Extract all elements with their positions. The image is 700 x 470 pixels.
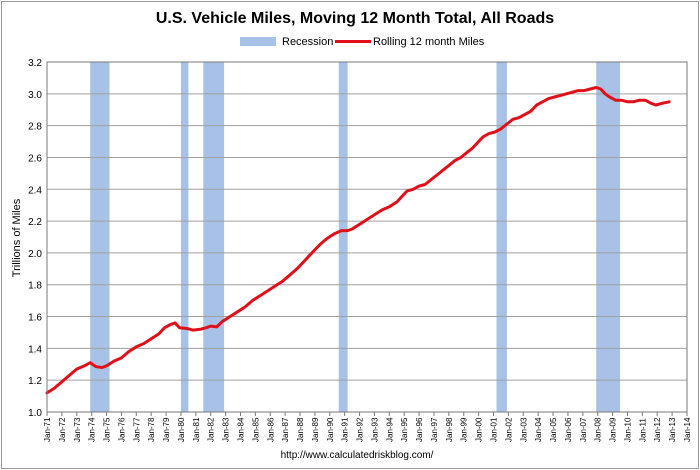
x-tick-label: Jan-07 [579, 417, 588, 442]
x-tick-label: Jan-77 [132, 417, 141, 442]
x-tick-label: Jan-10 [623, 417, 632, 442]
legend: Recession Rolling 12 month Miles [240, 36, 485, 48]
series-layer [45, 86, 671, 395]
x-tick-labels: Jan-71 Jan-72 Jan-73 Jan-74 Jan-75 Jan-76 Jan-… [43, 417, 692, 442]
x-tick-label: Jan-82 [207, 417, 216, 442]
x-tick-label: Jan-12 [653, 417, 662, 442]
y-axis-label: Trillions of Miles [11, 198, 23, 277]
y-tick-label: 2.8 [28, 122, 42, 133]
y-tick-label: 3.0 [28, 90, 42, 101]
y-tick-label: 2.2 [28, 217, 42, 228]
x-tick-label: Jan-84 [236, 417, 245, 442]
y-tick-label: 1.2 [28, 376, 42, 387]
x-tick-label: Jan-80 [177, 417, 186, 442]
x-tick-label: Jan-95 [400, 417, 409, 442]
x-tick-label: Jan-96 [415, 417, 424, 442]
x-tick-label: Jan-97 [430, 417, 439, 442]
x-tick-label: Jan-86 [266, 417, 275, 442]
x-tick-label: Jan-05 [549, 417, 558, 442]
x-tick-label: Jan-75 [103, 417, 112, 442]
legend-recession-label: Recession [282, 36, 333, 48]
x-tick-label: Jan-89 [311, 417, 320, 442]
x-tick-label: Jan-91 [341, 417, 350, 442]
x-tick-label: Jan-99 [460, 417, 469, 442]
recession-band-1 [90, 62, 110, 412]
y-tick-label: 2.0 [28, 249, 42, 260]
recession-band-5 [496, 62, 507, 412]
recession-band-6 [596, 62, 621, 412]
x-tick-label: Jan-74 [88, 417, 97, 442]
x-tick-label: Jan-92 [356, 417, 365, 442]
x-tick-label: Jan-76 [117, 417, 126, 442]
series-line-rolling-12-month-miles [45, 86, 671, 395]
recession-band-2 [180, 62, 189, 412]
y-tick-label: 1.6 [28, 313, 42, 324]
recession-bands [90, 62, 621, 412]
recession-band-3 [203, 62, 225, 412]
x-tick-label: Jan-04 [534, 417, 543, 442]
x-tick-label: Jan-85 [251, 417, 260, 442]
y-tick-label: 1.8 [28, 281, 42, 292]
x-tick-label: Jan-90 [326, 417, 335, 442]
x-tick-label: Jan-13 [668, 417, 677, 442]
x-tick-label: Jan-94 [385, 417, 394, 442]
x-tick-label: Jan-81 [192, 417, 201, 442]
x-tick-label: Jan-09 [609, 417, 618, 442]
x-tick-label: Jan-72 [58, 417, 67, 442]
x-tick-label: Jan-78 [147, 417, 156, 442]
gridlines [47, 61, 687, 413]
x-tick-label: Jan-06 [564, 417, 573, 442]
x-tick-label: Jan-71 [43, 417, 52, 442]
x-tick-label: Jan-14 [683, 417, 692, 442]
y-tick-label: 1.0 [28, 408, 42, 419]
x-tick-label: Jan-98 [445, 417, 454, 442]
x-tick-label: Jan-02 [504, 417, 513, 442]
x-tick-label: Jan-93 [370, 417, 379, 442]
legend-recession-swatch [240, 37, 276, 46]
x-tick-label: Jan-00 [475, 417, 484, 442]
plot-area-border [46, 61, 688, 413]
y-tick-label: 2.4 [28, 185, 42, 196]
x-tick-label: Jan-87 [281, 417, 290, 442]
x-tick-label: Jan-08 [594, 417, 603, 442]
x-tick-label: Jan-79 [162, 417, 171, 442]
y-tick-label: 3.2 [28, 58, 42, 69]
recession-band-4 [338, 62, 348, 412]
x-tick-label: Jan-03 [519, 417, 528, 442]
x-tick-label: Jan-11 [638, 418, 647, 442]
axes [46, 61, 688, 416]
legend-miles-label: Rolling 12 month Miles [373, 36, 485, 48]
y-tick-label: 2.6 [28, 153, 42, 164]
y-tick-label: 1.4 [28, 344, 42, 355]
source-url: http://www.calculatedriskblog.com/ [281, 450, 434, 461]
x-tick-label: Jan-73 [73, 417, 82, 442]
y-tick-labels: 1.0 1.2 1.4 1.6 1.8 2.0 2.2 2.4 2.6 2.8 3.0 3.2 [28, 58, 42, 419]
x-tick-label: Jan-88 [296, 417, 305, 442]
chart-title: U.S. Vehicle Miles, Moving 12 Month Tota… [156, 10, 554, 27]
x-tick-label: Jan-01 [490, 417, 499, 442]
x-tick-label: Jan-83 [222, 417, 231, 442]
